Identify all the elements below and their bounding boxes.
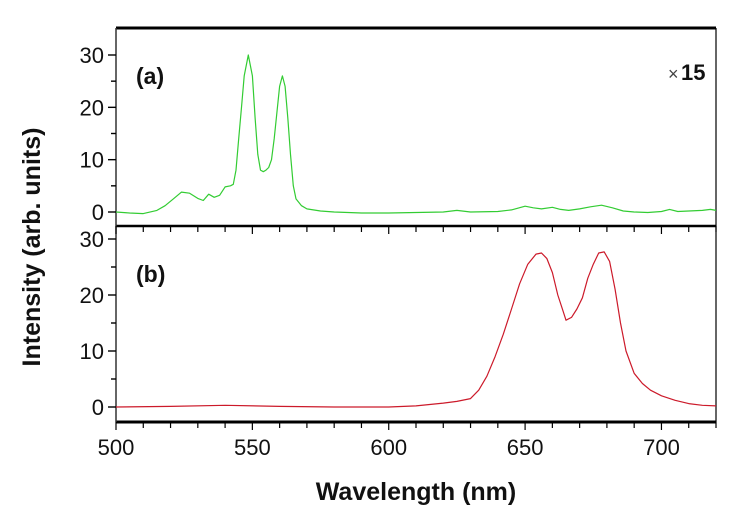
spectrum-line-b — [115, 251, 717, 408]
y-tick-label: 0 — [92, 395, 104, 420]
x-tick-label: 500 — [98, 435, 135, 460]
scale-annotation: × 15 — [668, 60, 705, 85]
y-tick-label: 20 — [80, 95, 104, 120]
y-tick-label: 0 — [92, 200, 104, 225]
times-symbol: × — [668, 64, 679, 84]
panel-label-b: (b) — [136, 261, 165, 287]
panel-label-a: (a) — [136, 63, 164, 89]
y-tick-label: 10 — [80, 339, 104, 364]
y-tick-label: 30 — [80, 227, 104, 252]
y-axis-title: Intensity (arb. units) — [18, 128, 46, 367]
x-axis-title: Wavelength (nm) — [316, 478, 516, 506]
x-tick-label: 650 — [507, 435, 544, 460]
spectrum-line-a — [115, 54, 717, 215]
y-tick-label: 20 — [80, 283, 104, 308]
x-tick-label: 550 — [234, 435, 271, 460]
y-tick-label: 10 — [80, 148, 104, 173]
y-tick-label: 30 — [80, 43, 104, 68]
scale-factor: 15 — [681, 60, 705, 85]
x-tick-label: 700 — [643, 435, 680, 460]
x-tick-label: 600 — [370, 435, 407, 460]
